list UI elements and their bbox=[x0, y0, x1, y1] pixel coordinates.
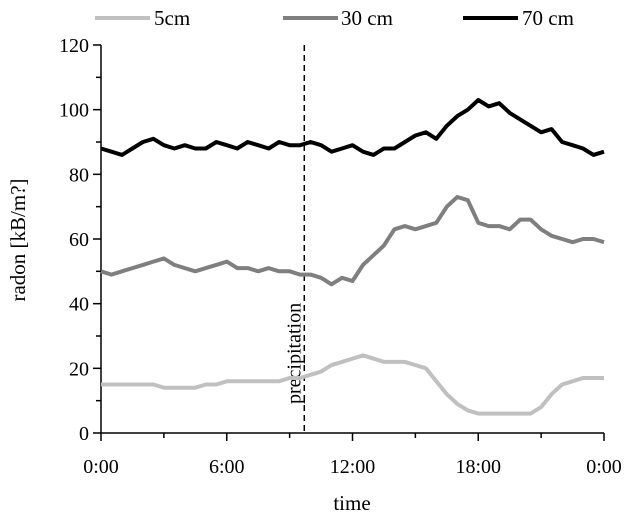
y-ticks: 0 20 40 60 80 100 120 bbox=[59, 35, 101, 445]
y-axis-title: radon [kB/m?] bbox=[6, 178, 30, 301]
x-tick-label: 18:00 bbox=[455, 456, 501, 478]
y-tick-label: 120 bbox=[59, 35, 89, 57]
x-tick-label: 0:00 bbox=[586, 456, 622, 478]
precipitation-label: precipitation bbox=[283, 303, 305, 404]
x-tick-label: 0:00 bbox=[83, 456, 119, 478]
y-tick-label: 60 bbox=[69, 229, 89, 251]
x-ticks: 0:00 6:00 12:00 18:00 0:00 bbox=[83, 433, 622, 478]
legend-label-5cm: 5cm bbox=[154, 6, 190, 30]
legend: 5cm 30 cm 70 cm bbox=[95, 6, 574, 30]
y-tick-label: 20 bbox=[69, 358, 89, 380]
series-line-30cm bbox=[100, 195, 605, 287]
series-line-70cm bbox=[100, 98, 605, 157]
legend-label-30cm: 30 cm bbox=[341, 6, 393, 30]
series-line-5cm bbox=[101, 353, 604, 416]
y-tick-label: 0 bbox=[79, 423, 89, 445]
y-tick-label: 40 bbox=[69, 294, 89, 316]
y-tick-label: 100 bbox=[59, 100, 89, 122]
y-tick-label: 80 bbox=[69, 164, 89, 186]
x-axis-title: time bbox=[333, 491, 370, 515]
x-tick-label: 12:00 bbox=[330, 456, 376, 478]
axes bbox=[100, 45, 604, 434]
legend-label-70cm: 70 cm bbox=[522, 6, 574, 30]
x-tick-label: 6:00 bbox=[209, 456, 245, 478]
series-lines bbox=[100, 98, 605, 416]
precipitation-annotation: precipitation bbox=[283, 45, 305, 433]
